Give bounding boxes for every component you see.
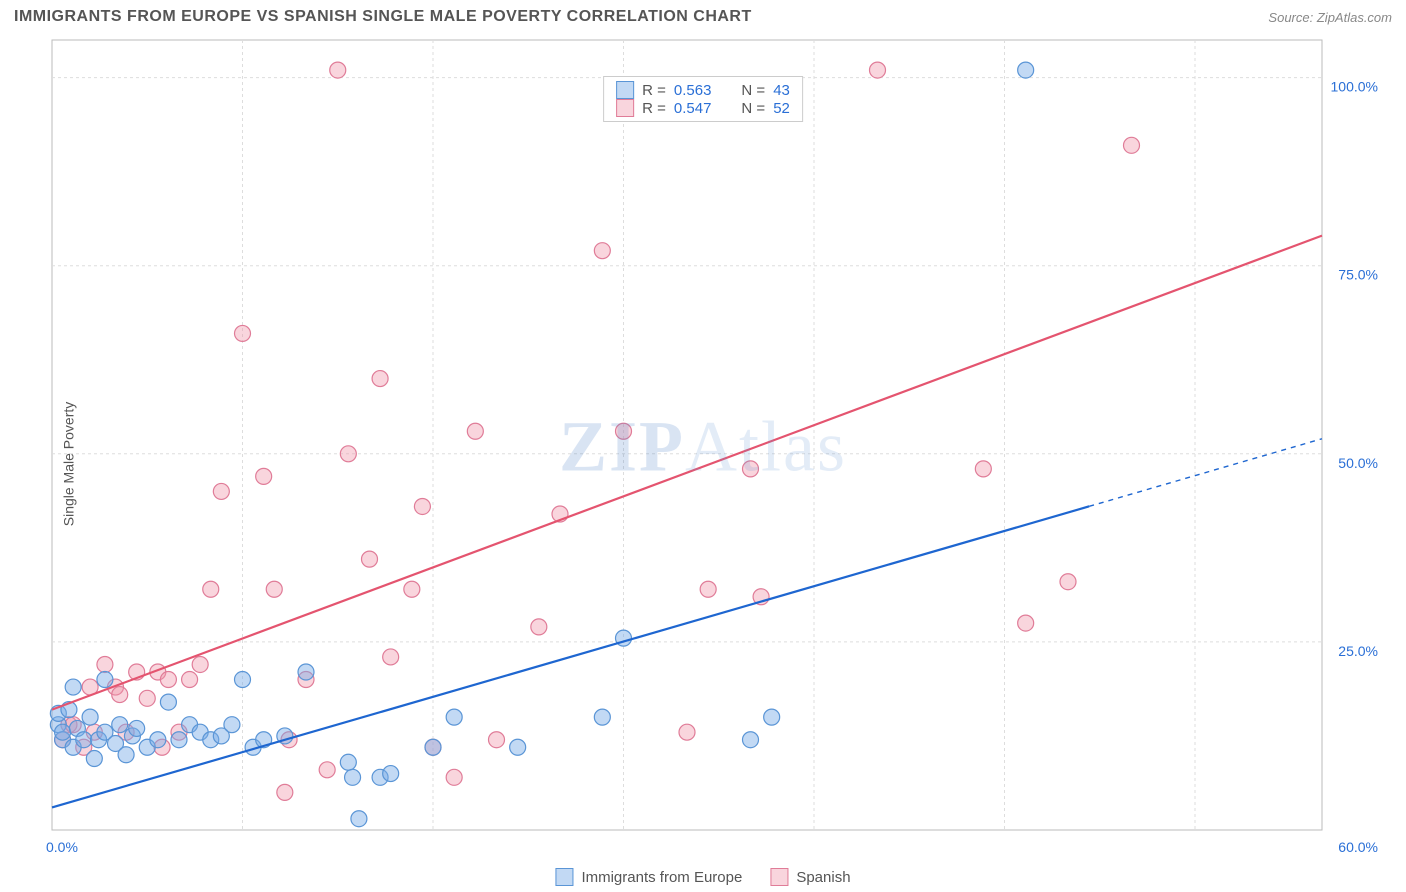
data-point bbox=[743, 732, 759, 748]
data-point bbox=[319, 762, 335, 778]
y-tick-label: 75.0% bbox=[1338, 267, 1378, 283]
data-point bbox=[446, 709, 462, 725]
r-label: R = bbox=[642, 82, 666, 99]
y-tick-label: 25.0% bbox=[1338, 643, 1378, 659]
series-legend: Immigrants from Europe Spanish bbox=[555, 868, 850, 886]
n-label: N = bbox=[741, 82, 765, 99]
y-tick-label: 50.0% bbox=[1338, 455, 1378, 471]
r-value: 0.563 bbox=[674, 82, 712, 99]
data-point bbox=[1124, 137, 1140, 153]
data-point bbox=[489, 732, 505, 748]
data-point bbox=[256, 468, 272, 484]
data-point bbox=[112, 717, 128, 733]
data-point bbox=[224, 717, 240, 733]
legend-item: Spanish bbox=[770, 868, 850, 886]
data-point bbox=[372, 371, 388, 387]
data-point bbox=[298, 664, 314, 680]
data-point bbox=[76, 732, 92, 748]
x-tick-label: 0.0% bbox=[46, 839, 78, 855]
data-point bbox=[1018, 615, 1034, 631]
data-point bbox=[764, 709, 780, 725]
data-point bbox=[277, 784, 293, 800]
data-point bbox=[160, 672, 176, 688]
data-point bbox=[55, 724, 71, 740]
data-point bbox=[235, 325, 251, 341]
data-point bbox=[160, 694, 176, 710]
data-point bbox=[129, 720, 145, 736]
data-point bbox=[139, 690, 155, 706]
n-value: 52 bbox=[773, 100, 790, 117]
data-point bbox=[65, 679, 81, 695]
data-point bbox=[975, 461, 991, 477]
source-link[interactable]: ZipAtlas.com bbox=[1317, 10, 1392, 25]
data-point bbox=[594, 243, 610, 259]
correlation-legend: R = 0.563 N = 43 R = 0.547 N = 52 bbox=[603, 76, 803, 122]
source-attribution: Source: ZipAtlas.com bbox=[1268, 10, 1392, 25]
legend-row: R = 0.547 N = 52 bbox=[616, 99, 790, 117]
legend-row: R = 0.563 N = 43 bbox=[616, 81, 790, 99]
data-point bbox=[700, 581, 716, 597]
r-label: R = bbox=[642, 100, 666, 117]
data-point bbox=[213, 483, 229, 499]
n-label: N = bbox=[741, 100, 765, 117]
trend-line-europe-dashed bbox=[1089, 439, 1322, 507]
data-point bbox=[616, 423, 632, 439]
y-axis-label: Single Male Poverty bbox=[60, 402, 76, 527]
data-point bbox=[531, 619, 547, 635]
legend-label: Immigrants from Europe bbox=[581, 869, 742, 886]
data-point bbox=[404, 581, 420, 597]
legend-swatch bbox=[770, 868, 788, 886]
data-point bbox=[235, 672, 251, 688]
data-point bbox=[383, 649, 399, 665]
data-point bbox=[446, 769, 462, 785]
chart-area: Single Male Poverty ZIPAtlas 25.0%50.0%7… bbox=[0, 36, 1406, 892]
data-point bbox=[345, 769, 361, 785]
data-point bbox=[1060, 574, 1076, 590]
data-point bbox=[594, 709, 610, 725]
data-point bbox=[743, 461, 759, 477]
chart-title: IMMIGRANTS FROM EUROPE VS SPANISH SINGLE… bbox=[14, 8, 752, 26]
data-point bbox=[97, 656, 113, 672]
data-point bbox=[118, 747, 134, 763]
data-point bbox=[351, 811, 367, 827]
legend-item: Immigrants from Europe bbox=[555, 868, 742, 886]
data-point bbox=[425, 739, 441, 755]
data-point bbox=[340, 446, 356, 462]
legend-swatch bbox=[616, 99, 634, 117]
data-point bbox=[1018, 62, 1034, 78]
data-point bbox=[86, 751, 102, 767]
legend-swatch bbox=[616, 81, 634, 99]
scatter-chart: 25.0% 50.0% 75.0% 100.0% 0.0% 60.0% bbox=[0, 36, 1406, 892]
data-point bbox=[340, 754, 356, 770]
source-label: Source: bbox=[1268, 10, 1313, 25]
data-point bbox=[510, 739, 526, 755]
data-point bbox=[679, 724, 695, 740]
data-point bbox=[82, 709, 98, 725]
data-point bbox=[870, 62, 886, 78]
n-value: 43 bbox=[773, 82, 790, 99]
data-point bbox=[383, 766, 399, 782]
data-point bbox=[112, 687, 128, 703]
data-point bbox=[330, 62, 346, 78]
trend-line-europe bbox=[52, 506, 1089, 807]
data-point bbox=[150, 732, 166, 748]
data-point bbox=[171, 732, 187, 748]
legend-swatch bbox=[555, 868, 573, 886]
data-point bbox=[182, 672, 198, 688]
x-tick-label: 60.0% bbox=[1338, 839, 1378, 855]
data-point bbox=[97, 672, 113, 688]
y-tick-label: 100.0% bbox=[1331, 79, 1378, 95]
r-value: 0.547 bbox=[674, 100, 712, 117]
data-point bbox=[467, 423, 483, 439]
data-point bbox=[266, 581, 282, 597]
legend-label: Spanish bbox=[796, 869, 850, 886]
data-point bbox=[203, 581, 219, 597]
data-point bbox=[414, 498, 430, 514]
data-point bbox=[362, 551, 378, 567]
data-point bbox=[192, 656, 208, 672]
